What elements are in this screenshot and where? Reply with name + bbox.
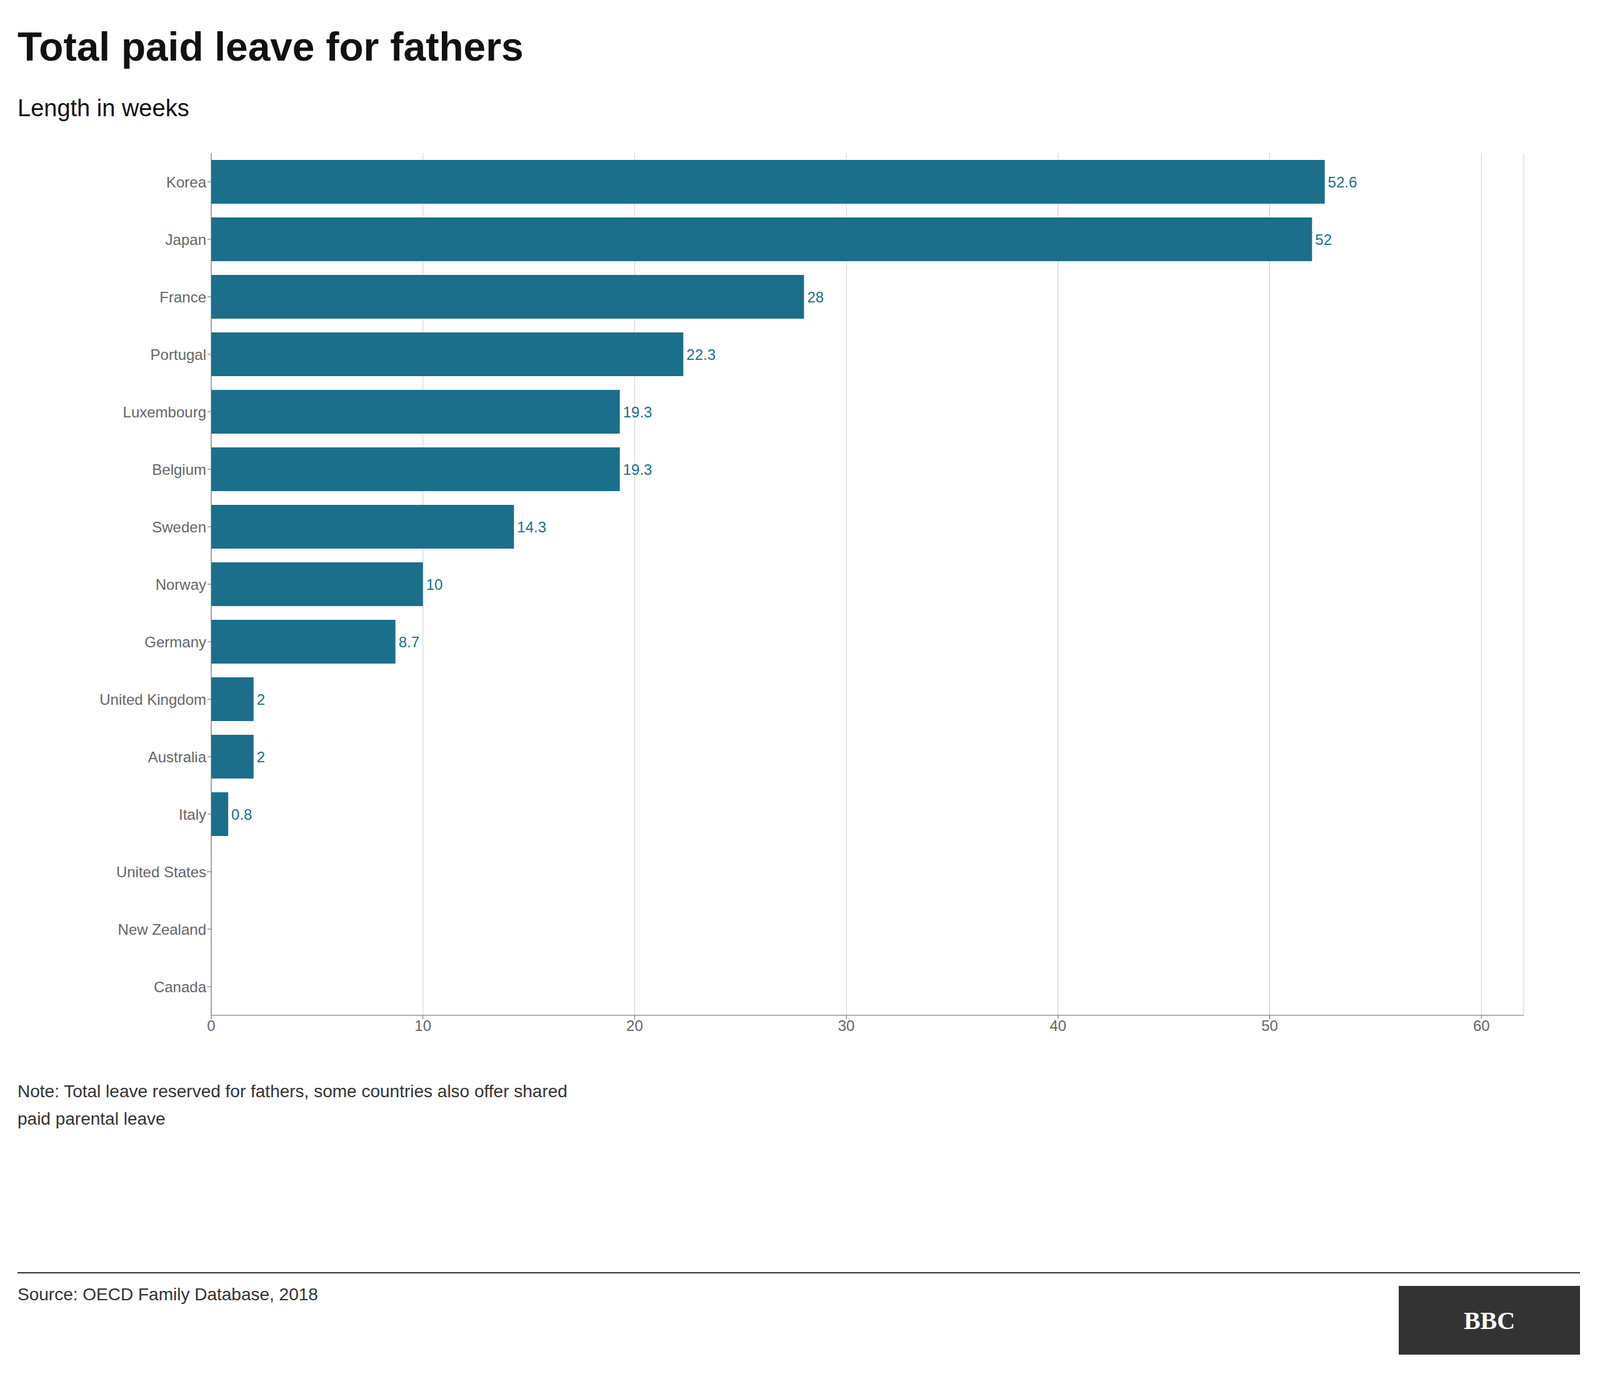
svg-text:0.8: 0.8 [231, 806, 252, 824]
svg-text:28: 28 [806, 288, 824, 306]
svg-text:United States: United States [116, 863, 207, 881]
svg-text:Norway: Norway [155, 576, 207, 594]
svg-text:10: 10 [426, 576, 444, 594]
svg-text:Australia: Australia [148, 748, 207, 766]
svg-text:New Zealand: New Zealand [118, 921, 207, 939]
svg-text:19.3: 19.3 [623, 403, 653, 421]
svg-text:0: 0 [206, 1017, 215, 1035]
svg-text:Luxembourg: Luxembourg [123, 403, 207, 421]
svg-text:2: 2 [256, 748, 265, 766]
svg-text:Belgium: Belgium [151, 461, 207, 479]
svg-text:8.7: 8.7 [398, 633, 420, 651]
svg-text:14.3: 14.3 [516, 518, 547, 536]
svg-text:22.3: 22.3 [686, 346, 716, 364]
svg-text:Germany: Germany [144, 633, 207, 651]
svg-text:Portugal: Portugal [150, 346, 207, 364]
svg-text:52: 52 [1315, 231, 1332, 249]
svg-text:20: 20 [626, 1017, 644, 1035]
svg-text:Italy: Italy [178, 806, 207, 824]
svg-text:Japan: Japan [165, 231, 207, 249]
html-text:Note: Total leave reserved for: Note: Total leave reserved for fathers, … [17, 1081, 568, 1102]
html-text:Total paid leave for fathers: Total paid leave for fathers [17, 24, 524, 70]
svg-text:Sweden: Sweden [151, 518, 207, 536]
svg-text:40: 40 [1049, 1017, 1067, 1035]
svg-text:Korea: Korea [166, 173, 207, 191]
html-text:Length in weeks: Length in weeks [17, 95, 190, 122]
svg-text:30: 30 [838, 1017, 855, 1035]
svg-text:60: 60 [1473, 1017, 1490, 1035]
svg-text:19.3: 19.3 [623, 461, 653, 479]
svg-text:10: 10 [414, 1017, 432, 1035]
html-text:BBC: BBC [1463, 1306, 1516, 1335]
svg-text:France: France [159, 288, 207, 306]
svg-text:Canada: Canada [153, 978, 207, 996]
svg-text:2: 2 [256, 691, 265, 709]
svg-text:52.6: 52.6 [1328, 173, 1358, 191]
html-text:Source: OECD Family Database,: Source: OECD Family Database, 2018 [17, 1285, 319, 1305]
svg-text:50: 50 [1261, 1017, 1279, 1035]
svg-text:United Kingdom: United Kingdom [99, 691, 207, 709]
html-text:paid parental leave: paid parental leave [17, 1109, 166, 1129]
